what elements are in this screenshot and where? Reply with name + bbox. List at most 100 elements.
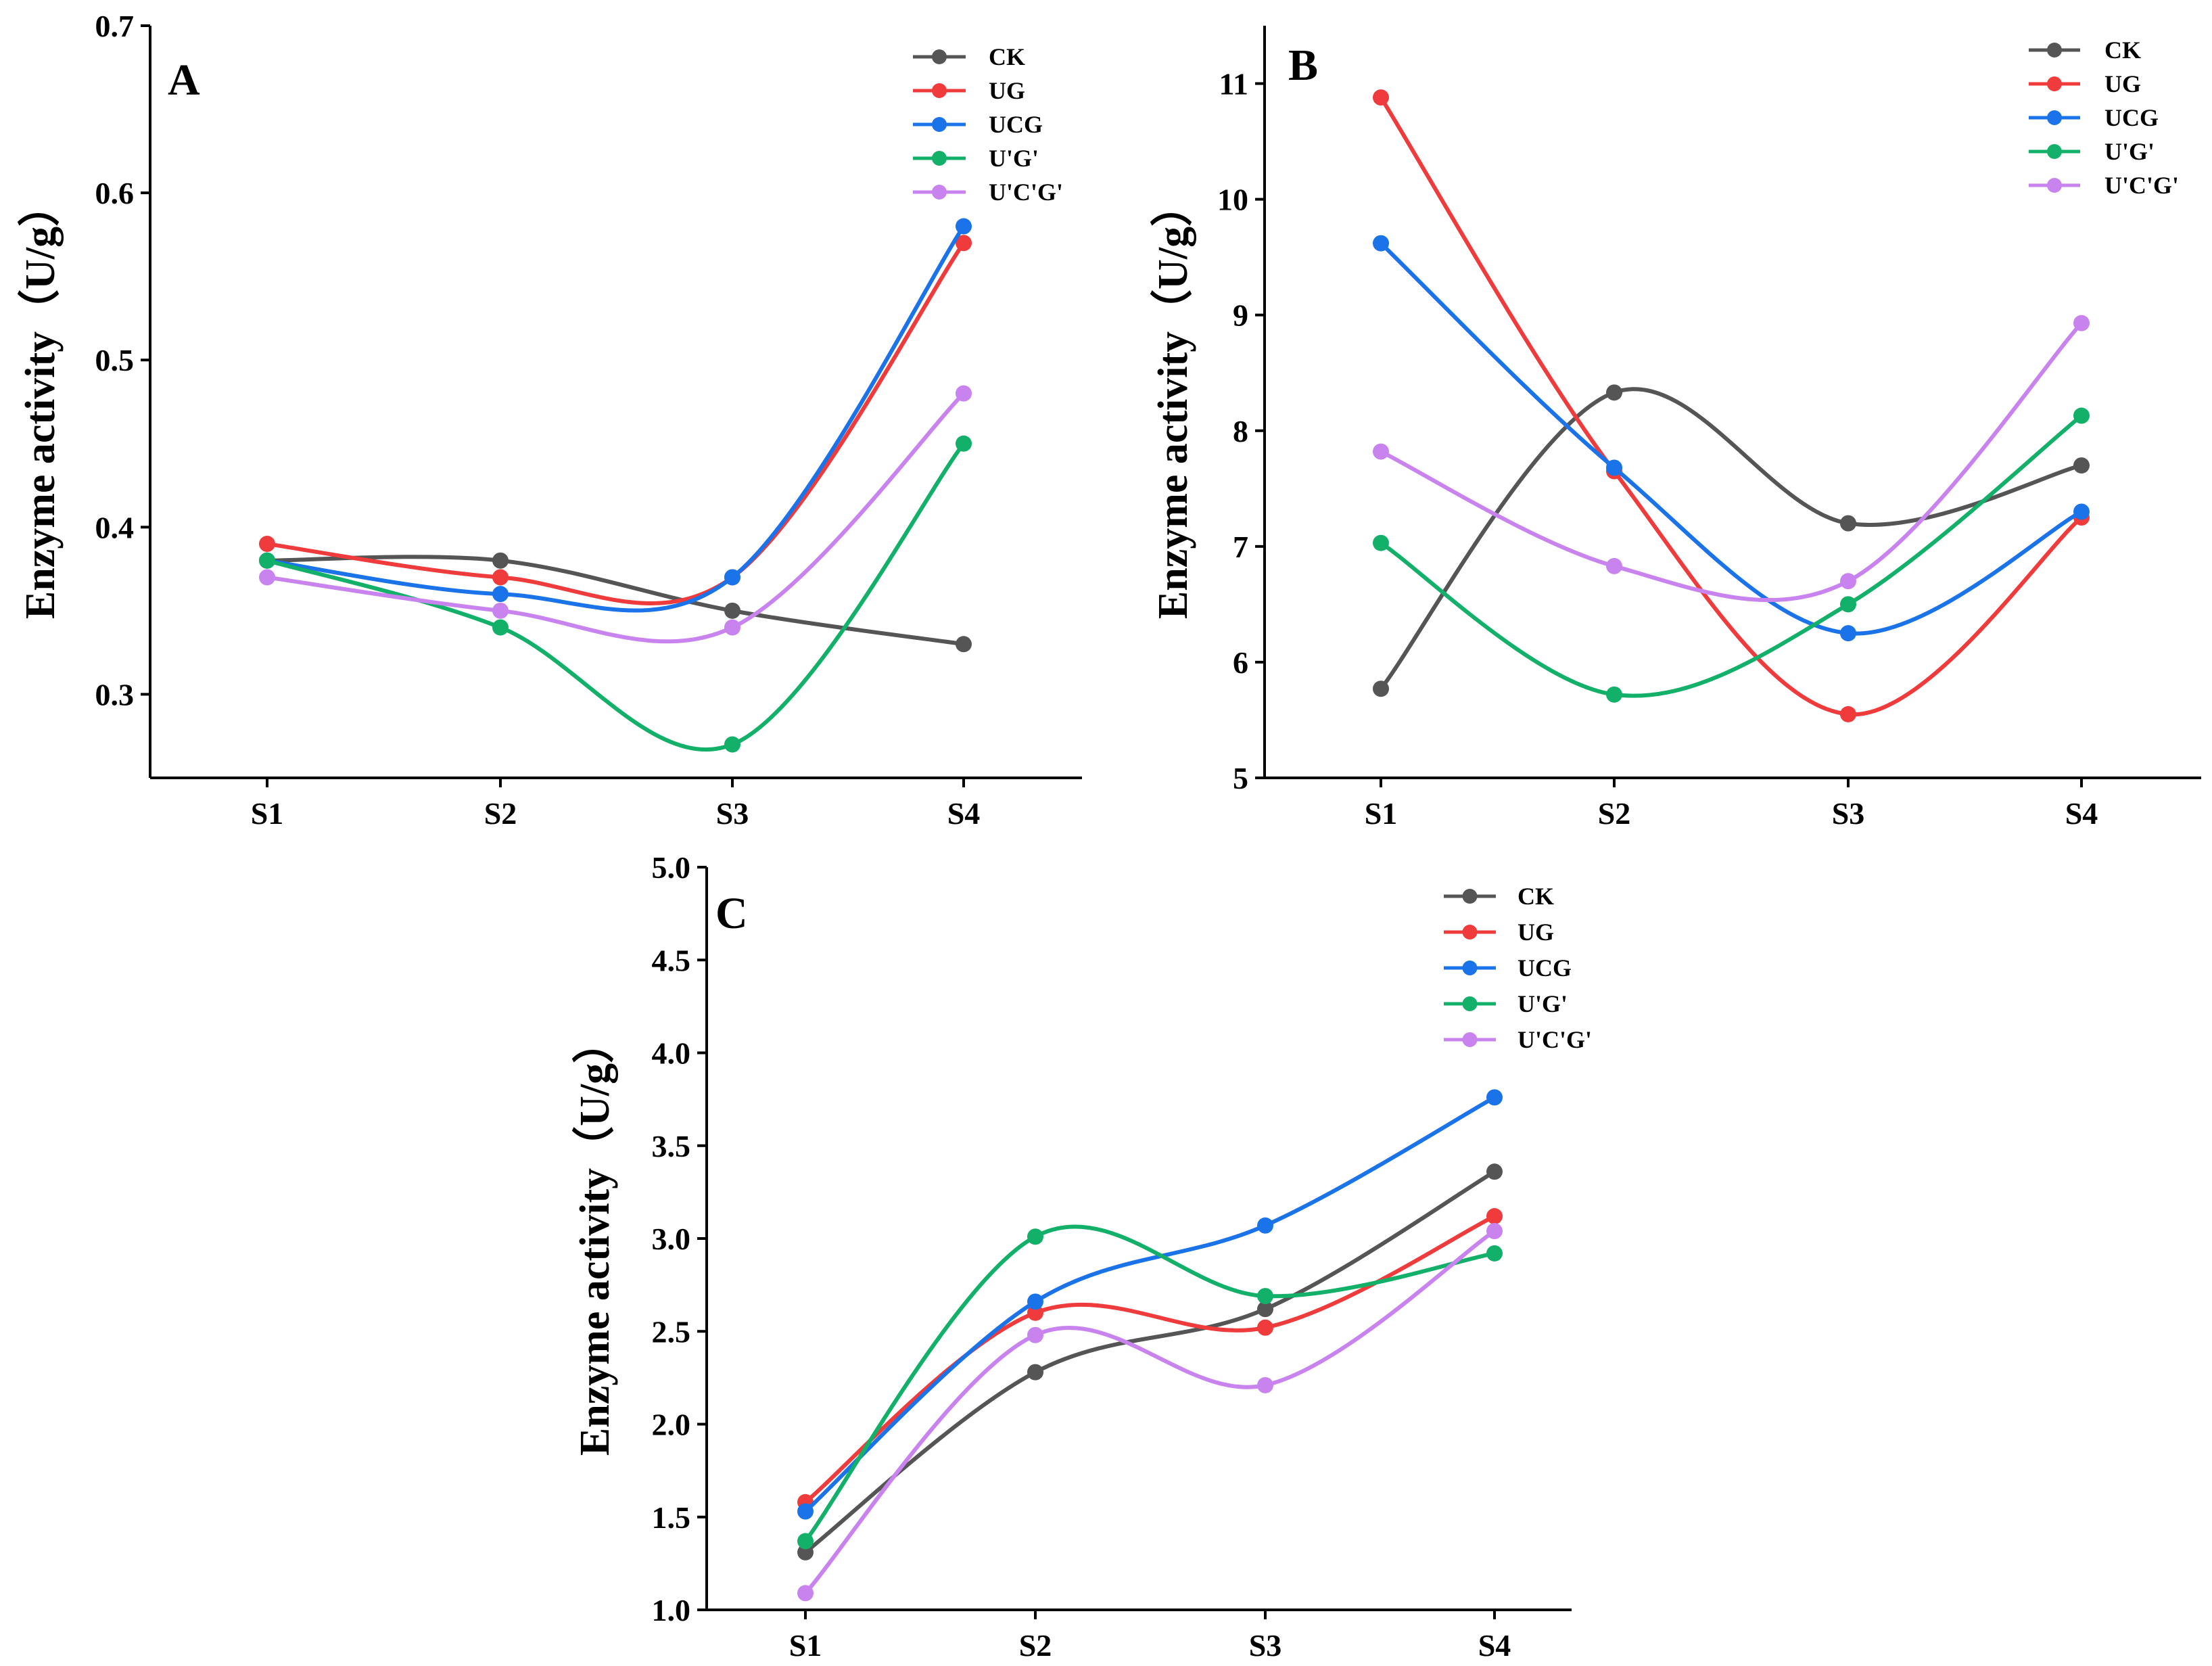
y-tick-label: 0.4 — [95, 510, 135, 545]
data-point — [1027, 1304, 1043, 1321]
series-line-ug — [804, 1214, 1496, 1504]
y-tick-label: 9 — [1233, 298, 1248, 333]
data-point — [492, 552, 509, 569]
data-point — [1840, 515, 1856, 532]
data-point — [1606, 384, 1622, 401]
legend-label: UCG — [989, 111, 1043, 138]
series-line-upgp — [803, 1224, 1495, 1543]
x-tick-label: S1 — [251, 796, 284, 831]
data-point — [1373, 89, 1389, 106]
legend-label: UG — [989, 77, 1025, 104]
data-point — [492, 586, 509, 603]
y-tick-label: 5 — [1233, 761, 1248, 795]
legend-marker — [1462, 996, 1478, 1011]
legend-marker — [2047, 178, 2062, 193]
legend-label: UCG — [2104, 104, 2159, 131]
legend-marker — [2047, 43, 2062, 57]
x-tick-label: S2 — [484, 796, 517, 831]
data-point — [956, 385, 972, 402]
legend-marker — [2047, 110, 2062, 125]
data-point — [1606, 557, 1622, 574]
series-line-ck — [804, 1170, 1496, 1554]
series-line-upcpgp — [803, 1229, 1496, 1595]
data-point — [492, 602, 509, 619]
legend-marker — [932, 185, 947, 200]
y-tick-label: 3.5 — [652, 1129, 691, 1163]
data-point — [1373, 443, 1389, 460]
y-tick-label: 7 — [1233, 530, 1248, 564]
legend-label: U'C'G' — [2104, 172, 2179, 199]
data-point — [1373, 235, 1389, 252]
y-tick-label: 1.0 — [652, 1593, 691, 1627]
data-point — [1027, 1364, 1043, 1381]
legend-label: U'C'G' — [1517, 1026, 1592, 1053]
x-tick-label: S2 — [1598, 796, 1631, 831]
legend-label: CK — [2104, 37, 2141, 64]
data-point — [1257, 1301, 1273, 1318]
panel-b: 5 6 7 8 9 10 11 S1 S2 S3 S4 Enzyme activity（U/g） B CK… — [1149, 26, 2201, 831]
series-line-ucg — [803, 1095, 1496, 1513]
legend-label: U'C'G' — [989, 179, 1063, 206]
data-point — [724, 736, 740, 753]
series-line-upcpgp — [266, 392, 966, 644]
data-point — [1606, 459, 1622, 476]
series-line-upcpgp — [1380, 321, 2084, 603]
x-tick-label: S2 — [1019, 1628, 1052, 1663]
data-point — [1257, 1288, 1273, 1305]
x-tick-label: S4 — [2065, 796, 2098, 831]
data-point — [956, 235, 972, 252]
legend-marker — [2047, 76, 2062, 91]
y-tick-label: 6 — [1233, 645, 1248, 680]
series-line-ucg — [1379, 241, 2083, 636]
legend-marker — [932, 49, 947, 64]
data-point — [797, 1585, 814, 1602]
data-point — [1486, 1208, 1503, 1225]
y-tick-label: 2.0 — [652, 1408, 691, 1442]
y-axis-title: Enzyme activity（U/g） — [16, 185, 64, 619]
legend-marker — [1462, 1032, 1478, 1047]
panel-letter: C — [715, 889, 748, 938]
data-point — [259, 552, 275, 569]
legend-label: CK — [989, 43, 1025, 70]
data-point — [1027, 1293, 1043, 1310]
y-axis-title: Enzyme activity（U/g） — [571, 1021, 618, 1456]
y-tick-label: 0.5 — [95, 343, 135, 377]
data-point — [1840, 625, 1856, 642]
legend-marker — [1462, 889, 1478, 904]
data-point — [2073, 407, 2090, 424]
legend-label: UG — [1517, 919, 1554, 946]
series-line-ck — [1379, 387, 2082, 691]
data-point — [724, 569, 740, 586]
data-point — [1486, 1163, 1503, 1180]
x-tick-label: S1 — [789, 1628, 822, 1663]
data-point — [1486, 1089, 1503, 1106]
series-line-ug — [266, 241, 966, 605]
series-line-upgp — [1380, 414, 2083, 698]
y-tick-label: 8 — [1233, 414, 1248, 448]
series-line-ck — [266, 555, 964, 647]
y-tick-label: 4.0 — [652, 1036, 691, 1071]
series-line-upgp — [266, 442, 966, 751]
x-tick-label: S3 — [1249, 1628, 1282, 1663]
data-point — [956, 218, 972, 235]
data-point — [1486, 1245, 1503, 1262]
data-point — [1257, 1217, 1273, 1234]
x-tick-label: S3 — [716, 796, 749, 831]
x-tick-label: S4 — [1478, 1628, 1511, 1663]
data-point — [259, 536, 275, 553]
legend-marker — [2047, 144, 2062, 159]
y-tick-label: 0.6 — [95, 176, 135, 210]
legend-marker — [932, 117, 947, 132]
legend-label: U'G' — [989, 145, 1039, 172]
data-point — [956, 636, 972, 653]
panel-letter: A — [168, 55, 200, 105]
legend-label: UG — [2104, 70, 2141, 97]
data-point — [1027, 1228, 1043, 1245]
data-point — [797, 1533, 814, 1550]
data-point — [2073, 315, 2090, 331]
data-point — [724, 619, 740, 636]
data-point — [1027, 1326, 1043, 1343]
panel-letter: B — [1288, 41, 1318, 90]
data-point — [1606, 686, 1622, 703]
data-point — [797, 1544, 814, 1560]
